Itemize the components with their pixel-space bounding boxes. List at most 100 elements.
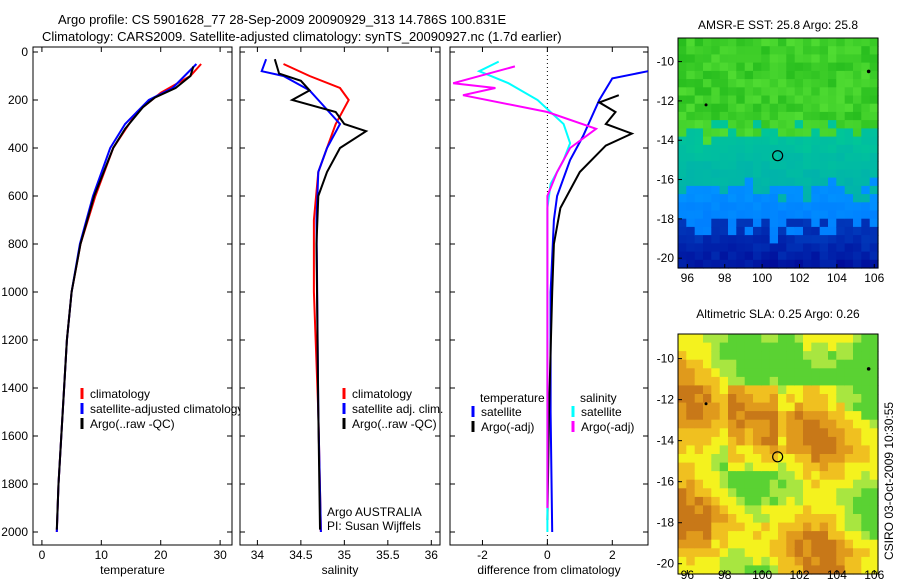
map-cell (778, 210, 787, 220)
map-cell (819, 95, 829, 105)
map-cell (828, 62, 837, 72)
map-cell (861, 251, 871, 261)
map-cell (703, 120, 712, 129)
map-cell (861, 411, 871, 421)
map-cell (703, 539, 712, 549)
map-cell (836, 359, 846, 369)
map-cell (869, 185, 879, 195)
map-cell (786, 522, 796, 532)
map-cell (844, 70, 854, 80)
map-cell (761, 103, 771, 113)
map-cell (703, 153, 712, 162)
map-cell (811, 548, 821, 558)
map-cell (736, 111, 746, 121)
map-cell (753, 436, 762, 447)
map-cell (828, 128, 837, 138)
map-cell (836, 243, 846, 253)
map-cell (778, 128, 787, 138)
map-cell (819, 359, 829, 369)
map-cell (794, 144, 804, 154)
map-cell (803, 428, 812, 438)
map-cell (786, 70, 796, 80)
map-cell (803, 436, 812, 447)
map-cell (794, 479, 804, 489)
map-cell (728, 95, 737, 105)
map-cell (719, 79, 729, 88)
map-cell (728, 368, 737, 378)
map-cell (828, 428, 837, 438)
annotation-text: PI: Susan Wijffels (327, 519, 421, 533)
map-cell (786, 479, 796, 489)
map-cell (686, 334, 696, 344)
map-cell (719, 471, 729, 481)
map-cell (811, 177, 821, 187)
map-cell (819, 218, 829, 228)
map-cell (753, 556, 762, 567)
y-tick-label: -20 (657, 251, 675, 265)
map-cell (761, 87, 771, 97)
map-cell (836, 402, 846, 412)
map-cell (736, 514, 746, 524)
map-cell (719, 259, 729, 269)
map-cell (728, 210, 737, 220)
map-cell (736, 351, 746, 361)
map-cell (719, 402, 729, 412)
map-cell (694, 120, 704, 129)
map-cell (736, 210, 746, 220)
map-cell (686, 259, 696, 269)
map-cell (786, 128, 796, 138)
map-cell (711, 488, 721, 498)
map-cell (744, 488, 754, 498)
map-cell (728, 394, 737, 404)
map-cell (844, 351, 854, 361)
map-cell (811, 161, 821, 170)
map-cell (778, 505, 787, 515)
map-cell (744, 514, 754, 524)
map-cell (678, 54, 687, 64)
legend-label: Argo(..raw -QC) (352, 417, 437, 431)
map-cell (686, 351, 696, 361)
map-cell (836, 185, 846, 195)
map-cell (769, 185, 779, 195)
map-cell (711, 514, 721, 524)
map-cell (828, 120, 837, 129)
map-cell (678, 548, 687, 558)
map-cell (694, 514, 704, 524)
map-cell (694, 479, 704, 489)
map-cell (678, 169, 687, 179)
map-cell (711, 342, 721, 352)
map-cell (844, 394, 854, 404)
map-cell (736, 402, 746, 412)
map-cell (753, 169, 762, 179)
map-cell (678, 70, 687, 80)
map-cell (703, 243, 712, 253)
map-cell (819, 111, 829, 121)
map-cell (769, 194, 779, 203)
map-cell (786, 210, 796, 220)
map-cell (728, 153, 737, 162)
map-cell (811, 202, 821, 212)
map-cell (811, 351, 821, 361)
map-cell (828, 79, 837, 88)
map-cell (819, 514, 829, 524)
map-cell (836, 539, 846, 549)
map-cell (686, 95, 696, 105)
map-cell (869, 111, 879, 121)
map-cell (861, 79, 871, 88)
map-cell (794, 514, 804, 524)
map-cell (678, 111, 687, 121)
map-cell (844, 334, 854, 344)
map-cell (803, 79, 812, 88)
map-cell (836, 144, 846, 154)
map-cell (803, 185, 812, 195)
map-cell (786, 514, 796, 524)
map-cell (853, 471, 862, 481)
map-cell (753, 185, 762, 195)
map-cell (686, 514, 696, 524)
map-cell (678, 462, 687, 472)
map-cell (869, 169, 879, 179)
map-cell (736, 359, 746, 369)
map-cell (861, 202, 871, 212)
map-cell (744, 454, 754, 464)
map-cell (786, 496, 796, 507)
